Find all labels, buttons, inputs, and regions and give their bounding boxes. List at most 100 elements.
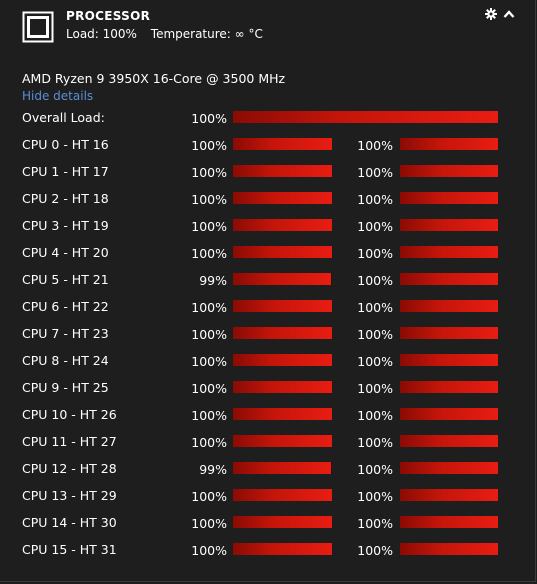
- core-load-bar: [233, 354, 332, 366]
- core-label: CPU 13 - HT 29: [22, 488, 117, 503]
- core-row: CPU 8 - HT 24 100% 100%: [0, 353, 537, 369]
- gear-icon[interactable]: [485, 8, 497, 20]
- core-label: CPU 5 - HT 21: [22, 272, 109, 287]
- core-load-bar: [233, 489, 332, 501]
- core-load-value: 100%: [191, 408, 227, 423]
- core-load-bar-fill: [233, 219, 332, 231]
- core-load-bar: [233, 381, 332, 393]
- core-load-value: 100%: [191, 354, 227, 369]
- thread-load-value: 100%: [357, 381, 393, 396]
- overall-load-value: 100%: [191, 111, 227, 126]
- thread-load-value: 100%: [357, 435, 393, 450]
- core-load-bar: [233, 327, 332, 339]
- thread-load-value: 100%: [357, 408, 393, 423]
- core-row: CPU 3 - HT 19 100% 100%: [0, 218, 537, 234]
- thread-load-bar: [400, 246, 498, 258]
- core-load-bar-fill: [233, 192, 332, 204]
- core-load-bar: [233, 138, 332, 150]
- core-load-bar-fill: [233, 381, 332, 393]
- temperature-summary: Temperature: ∞ °C: [150, 27, 263, 41]
- cpu-model: AMD Ryzen 9 3950X 16-Core @ 3500 MHz: [22, 71, 286, 86]
- thread-load-value: 100%: [357, 219, 393, 234]
- core-load-bar-fill: [233, 273, 331, 285]
- hide-details-link[interactable]: Hide details: [22, 89, 94, 103]
- thread-load-bar-fill: [400, 516, 498, 528]
- core-load-value: 100%: [191, 192, 227, 207]
- chevron-up-icon[interactable]: [503, 9, 515, 19]
- core-load-value: 100%: [191, 219, 227, 234]
- core-load-value: 99%: [199, 273, 227, 288]
- overall-load-bar-fill: [233, 111, 498, 123]
- core-load-bar: [233, 462, 332, 474]
- thread-load-value: 100%: [357, 246, 393, 261]
- core-row: CPU 2 - HT 18 100% 100%: [0, 191, 537, 207]
- thread-load-bar-fill: [400, 246, 498, 258]
- overall-load-bar: [233, 111, 498, 123]
- core-load-bar-fill: [233, 300, 332, 312]
- thread-load-bar: [400, 489, 498, 501]
- thread-load-value: 100%: [357, 165, 393, 180]
- core-label: CPU 14 - HT 30: [22, 515, 117, 530]
- core-row: CPU 1 - HT 17 100% 100%: [0, 164, 537, 180]
- thread-load-bar-fill: [400, 489, 498, 501]
- core-row: CPU 4 - HT 20 100% 100%: [0, 245, 537, 261]
- thread-load-bar: [400, 273, 498, 285]
- core-row: CPU 14 - HT 30 100% 100%: [0, 515, 537, 531]
- thread-load-bar-fill: [400, 165, 498, 177]
- core-load-bar: [233, 219, 332, 231]
- thread-load-bar-fill: [400, 138, 498, 150]
- load-summary: Load: 100%: [66, 27, 137, 41]
- processor-chip-icon: [22, 11, 54, 43]
- core-row: CPU 0 - HT 16 100% 100%: [0, 137, 537, 153]
- thread-load-bar: [400, 462, 498, 474]
- core-label: CPU 10 - HT 26: [22, 407, 117, 422]
- core-load-value: 100%: [191, 138, 227, 153]
- core-load-bar-fill: [233, 543, 332, 555]
- thread-load-bar-fill: [400, 435, 498, 447]
- thread-load-value: 100%: [357, 462, 393, 477]
- thread-load-bar: [400, 543, 498, 555]
- thread-load-bar-fill: [400, 543, 498, 555]
- header-summary: Load: 100% Temperature: ∞ °C: [66, 27, 273, 41]
- core-load-bar-fill: [233, 354, 332, 366]
- thread-load-value: 100%: [357, 543, 393, 558]
- core-label: CPU 9 - HT 25: [22, 380, 109, 395]
- core-label: CPU 0 - HT 16: [22, 137, 109, 152]
- core-load-bar-fill: [233, 462, 331, 474]
- core-load-bar: [233, 165, 332, 177]
- core-load-bar: [233, 192, 332, 204]
- thread-load-bar-fill: [400, 192, 498, 204]
- thread-load-value: 100%: [357, 300, 393, 315]
- thread-load-bar: [400, 354, 498, 366]
- core-load-value: 100%: [191, 489, 227, 504]
- thread-load-bar: [400, 300, 498, 312]
- core-label: CPU 3 - HT 19: [22, 218, 109, 233]
- thread-load-bar: [400, 219, 498, 231]
- thread-load-value: 100%: [357, 489, 393, 504]
- core-load-bar: [233, 300, 332, 312]
- core-load-value: 100%: [191, 381, 227, 396]
- core-row: CPU 5 - HT 21 99% 100%: [0, 272, 537, 288]
- core-load-bar: [233, 408, 332, 420]
- core-row: CPU 10 - HT 26 100% 100%: [0, 407, 537, 423]
- overall-load-row: Overall Load: 100%: [0, 110, 537, 126]
- core-load-value: 100%: [191, 300, 227, 315]
- core-load-bar-fill: [233, 408, 332, 420]
- thread-load-bar-fill: [400, 354, 498, 366]
- core-load-bar-fill: [233, 165, 332, 177]
- thread-load-bar: [400, 435, 498, 447]
- thread-load-bar-fill: [400, 462, 498, 474]
- core-label: CPU 2 - HT 18: [22, 191, 109, 206]
- thread-load-value: 100%: [357, 516, 393, 531]
- thread-load-bar: [400, 165, 498, 177]
- thread-load-bar: [400, 138, 498, 150]
- core-row: CPU 13 - HT 29 100% 100%: [0, 488, 537, 504]
- thread-load-bar: [400, 381, 498, 393]
- core-load-value: 99%: [199, 462, 227, 477]
- core-label: CPU 7 - HT 23: [22, 326, 109, 341]
- thread-load-bar-fill: [400, 300, 498, 312]
- core-label: CPU 4 - HT 20: [22, 245, 109, 260]
- core-load-bar-fill: [233, 489, 332, 501]
- core-load-value: 100%: [191, 327, 227, 342]
- thread-load-value: 100%: [357, 327, 393, 342]
